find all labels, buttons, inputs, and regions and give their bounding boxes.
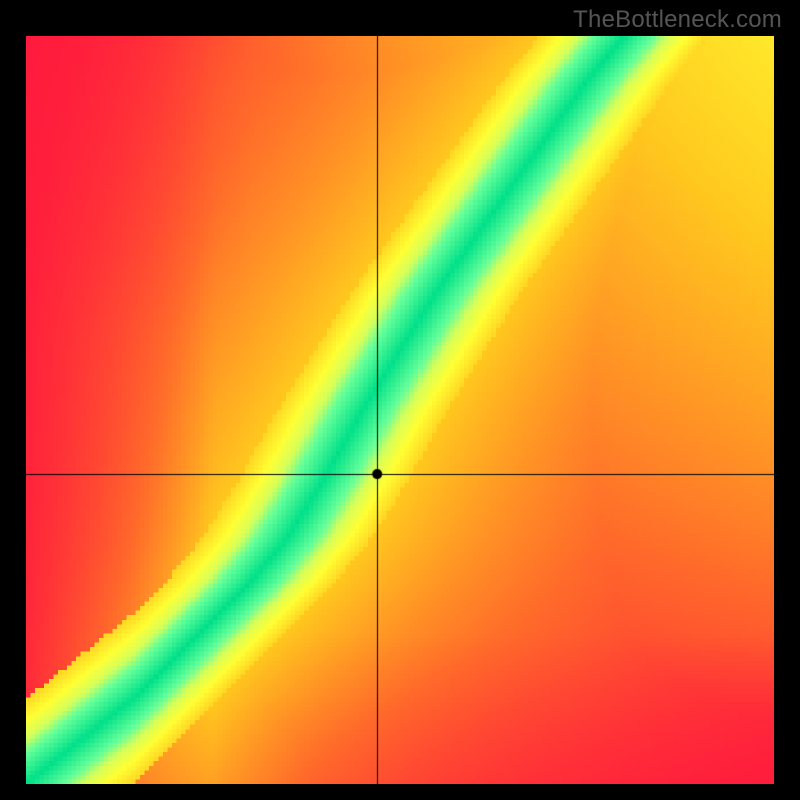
chart-container: TheBottleneck.com: [0, 0, 800, 800]
watermark-text: TheBottleneck.com: [573, 6, 782, 34]
crosshair-overlay: [26, 36, 774, 784]
